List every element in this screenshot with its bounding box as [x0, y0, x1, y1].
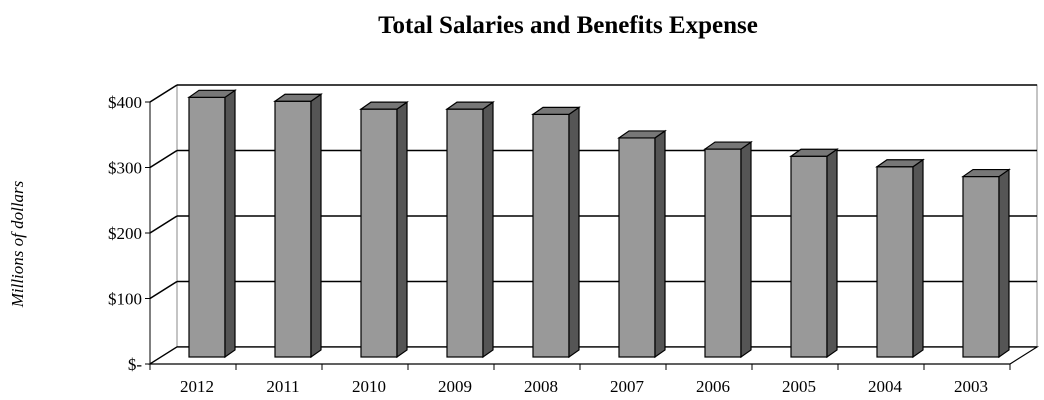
x-axis-ticks: 2012 2011 2010 2009 2008 2007 2006 2005 2004 2003	[149, 364, 1011, 396]
bar-top	[961, 168, 1011, 178]
bar-side	[568, 106, 580, 359]
bar-front	[446, 108, 484, 358]
bar-front	[790, 155, 828, 358]
gridline-side	[149, 280, 178, 300]
chart-bars	[187, 89, 1011, 359]
bar-top	[703, 141, 753, 150]
y-axis-ticks: $- $100 $200 $300 $400	[108, 93, 150, 374]
y-tick-label: $100	[108, 290, 142, 309]
bar-top	[359, 101, 409, 110]
bar-side	[396, 100, 408, 359]
bar-side	[826, 148, 838, 359]
bar-2005	[789, 148, 839, 359]
bar-2008	[531, 106, 581, 359]
x-tick-label: 2008	[524, 377, 558, 396]
bar-2010	[359, 100, 409, 359]
bar-front	[876, 166, 914, 358]
x-tick-label: 2006	[696, 377, 730, 396]
bar-2004	[875, 158, 925, 359]
bar-top	[875, 159, 925, 168]
bar-side	[654, 129, 666, 359]
x-tick-label: 2009	[438, 377, 472, 396]
bar-top	[273, 93, 323, 102]
chart-title: Total Salaries and Benefits Expense	[378, 12, 758, 39]
bar-side	[224, 89, 236, 359]
bar-top	[187, 89, 237, 98]
bar-2011	[273, 93, 323, 359]
bar-front	[360, 108, 398, 358]
bar-front	[532, 113, 570, 358]
y-tick-label: $-	[128, 355, 143, 374]
x-tick-label: 2010	[352, 377, 386, 396]
y-axis-label: Millions of dollars	[8, 180, 27, 308]
x-tick-label: 2005	[782, 377, 816, 396]
bar-2007	[617, 129, 667, 359]
bar-top	[617, 130, 667, 139]
bar-front	[704, 148, 742, 358]
bar-front	[274, 100, 312, 358]
bar-2006	[703, 140, 753, 359]
y-tick-label: $200	[108, 224, 142, 243]
x-tick-label: 2004	[868, 377, 903, 396]
bar-front	[962, 175, 1000, 358]
bar-front	[188, 96, 226, 358]
bar-side	[482, 100, 494, 359]
bar-top	[789, 148, 839, 157]
gridline-side	[149, 84, 178, 103]
bar-side	[998, 168, 1010, 359]
gridline-side	[149, 149, 178, 169]
x-tick-label: 2011	[266, 377, 299, 396]
bar-2003	[961, 168, 1011, 359]
y-tick-label: $300	[108, 159, 142, 178]
y-tick-label: $400	[108, 93, 142, 112]
gridline-side	[149, 215, 178, 234]
x-tick-label: 2007	[610, 377, 645, 396]
x-tick-label: 2012	[180, 377, 214, 396]
bar-2012	[187, 89, 237, 359]
bar-top	[445, 101, 495, 110]
bar-front	[618, 137, 656, 358]
bar-side	[310, 93, 322, 359]
x-tick-label: 2003	[954, 377, 988, 396]
bar-top	[531, 106, 581, 115]
bar-side	[912, 158, 924, 359]
bar-2009	[445, 100, 495, 359]
bar-side	[740, 140, 752, 359]
